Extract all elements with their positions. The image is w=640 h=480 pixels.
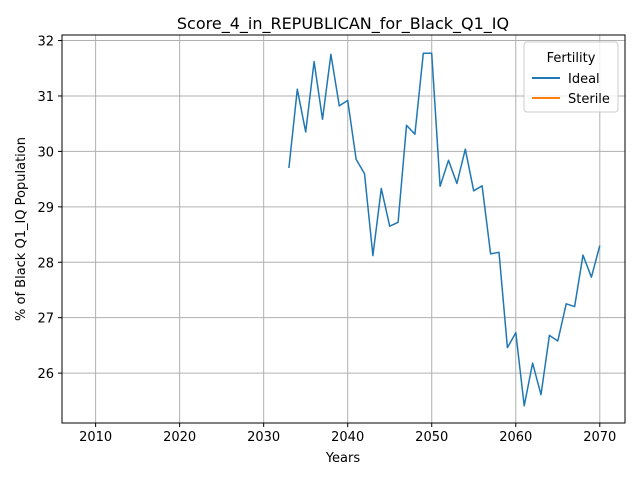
x-tick-label: 2040 [331, 430, 364, 445]
y-tick-label: 29 [37, 201, 54, 216]
series-line-ideal [288, 52, 601, 407]
x-tick-label: 2030 [247, 430, 280, 445]
legend-box [523, 41, 619, 113]
y-ticks: 26 27 28 29 30 31 32 [37, 35, 62, 382]
x-tick-label: 2050 [415, 430, 448, 445]
plot-lines [288, 52, 601, 407]
x-tick-label: 2020 [163, 430, 196, 445]
x-tick-label: 2010 [79, 430, 112, 445]
legend: Fertility Ideal Sterile [523, 41, 619, 113]
plot-frame [61, 34, 626, 424]
y-axis-label: % of Black Q1_IQ Population [14, 137, 29, 321]
x-axis-label: Years [325, 451, 361, 466]
y-tick-label: 26 [37, 367, 54, 382]
x-tick-label: 2060 [499, 430, 532, 445]
y-tick-label: 31 [37, 90, 54, 105]
legend-label-sterile: Sterile [568, 92, 610, 107]
y-tick-label: 32 [37, 35, 54, 50]
legend-label-ideal: Ideal [568, 72, 600, 87]
x-tick-label: 2070 [583, 430, 616, 445]
legend-title: Fertility [547, 51, 596, 66]
grid [62, 35, 625, 423]
chart-title: Score_4_in_REPUBLICAN_for_Black_Q1_IQ [177, 14, 509, 34]
x-ticks: 2010 2020 2030 2040 2050 2060 2070 [79, 423, 616, 445]
y-tick-label: 27 [37, 312, 54, 327]
y-tick-label: 28 [37, 256, 54, 271]
y-tick-label: 30 [37, 145, 54, 160]
